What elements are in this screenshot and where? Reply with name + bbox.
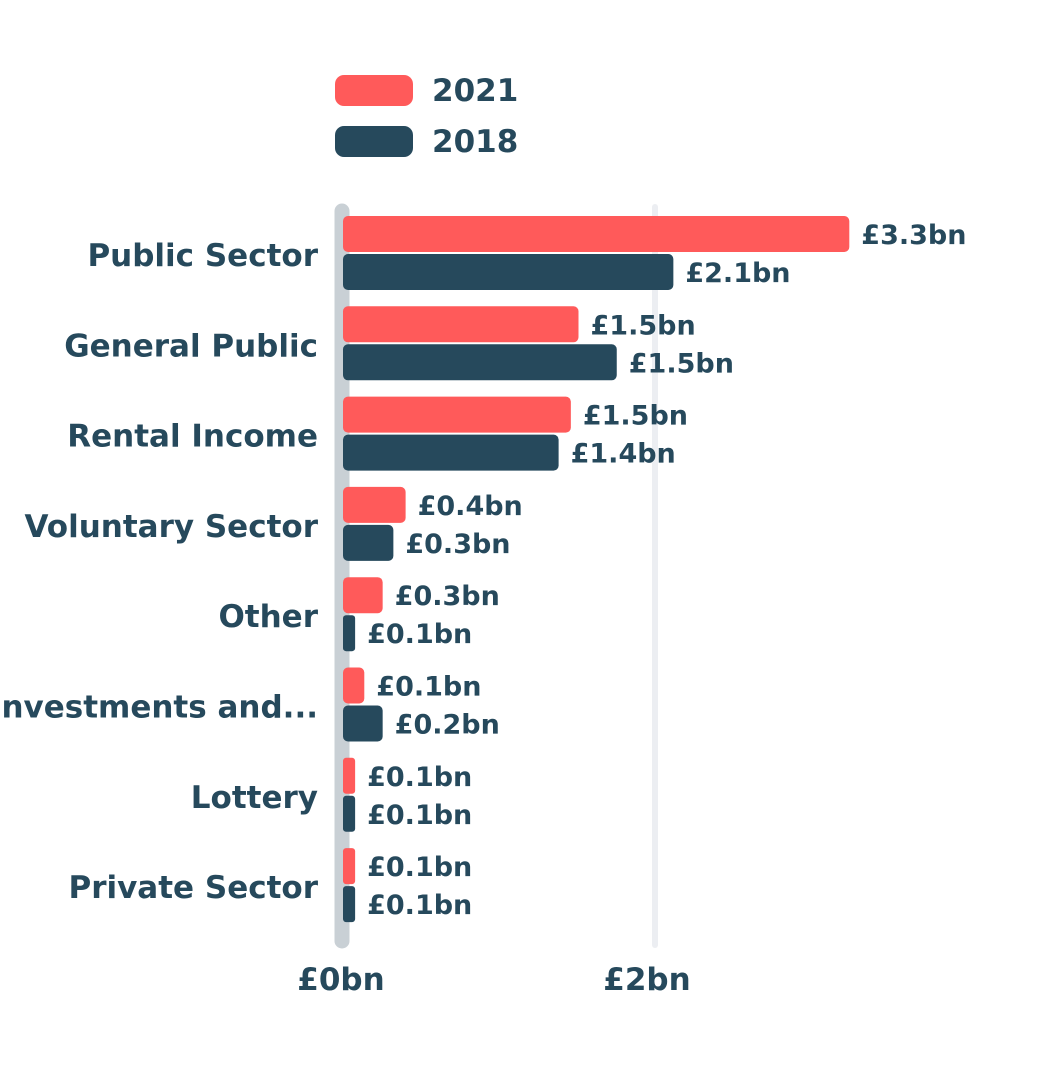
legend-swatch-2018	[335, 126, 413, 157]
bar-2018	[343, 344, 617, 381]
bar-2018	[343, 886, 356, 923]
category-label: Lottery	[191, 780, 318, 816]
category-label: Other	[218, 599, 318, 635]
category-label: Rental Income	[67, 419, 318, 455]
category-label: Investments and...	[0, 690, 318, 726]
data-label-2021: £0.1bn	[367, 852, 472, 883]
bar-2021	[343, 757, 356, 794]
bar-2018	[343, 254, 674, 290]
bar-2021	[343, 396, 571, 433]
bar-2021	[343, 577, 383, 614]
data-label-2018: £0.1bn	[367, 890, 472, 921]
category-label: General Public	[64, 328, 318, 364]
data-label-2018: £1.5bn	[629, 348, 734, 379]
data-label-2021: £0.1bn	[376, 672, 481, 703]
category-label: Voluntary Sector	[24, 509, 318, 545]
data-label-2021: £0.4bn	[418, 491, 523, 522]
bar-2018	[343, 434, 559, 471]
data-label-2021: £0.3bn	[395, 581, 500, 612]
bar-2018	[343, 705, 383, 742]
bar-2018	[343, 524, 394, 561]
bar-2021	[343, 486, 406, 523]
data-label-2018: £0.1bn	[367, 800, 472, 831]
bar-2021	[343, 848, 356, 885]
category-label: Private Sector	[68, 870, 318, 906]
legend-label-2021: 2021	[432, 73, 518, 109]
legend-label-2018: 2018	[432, 124, 518, 160]
legend-swatch-2021	[335, 75, 413, 106]
data-label-2021: £1.5bn	[583, 401, 688, 432]
data-label-2021: £0.1bn	[367, 762, 472, 793]
data-label-2018: £0.1bn	[367, 619, 472, 650]
data-label-2018: £2.1bn	[685, 258, 790, 289]
data-label-2018: £1.4bn	[571, 439, 676, 470]
bar-2018	[343, 615, 356, 652]
x-tick-label: £2bn	[603, 962, 690, 998]
bar-2018	[343, 795, 356, 832]
data-label-2018: £0.2bn	[395, 710, 500, 741]
data-label-2021: £3.3bn	[861, 220, 966, 251]
data-label-2021: £1.5bn	[591, 310, 696, 341]
data-label-2018: £0.3bn	[405, 529, 510, 560]
x-tick-label: £0bn	[297, 962, 384, 998]
category-label: Public Sector	[87, 238, 318, 274]
bar-2021	[343, 667, 365, 704]
bar-2021	[343, 306, 579, 343]
bar-2021	[343, 216, 850, 252]
